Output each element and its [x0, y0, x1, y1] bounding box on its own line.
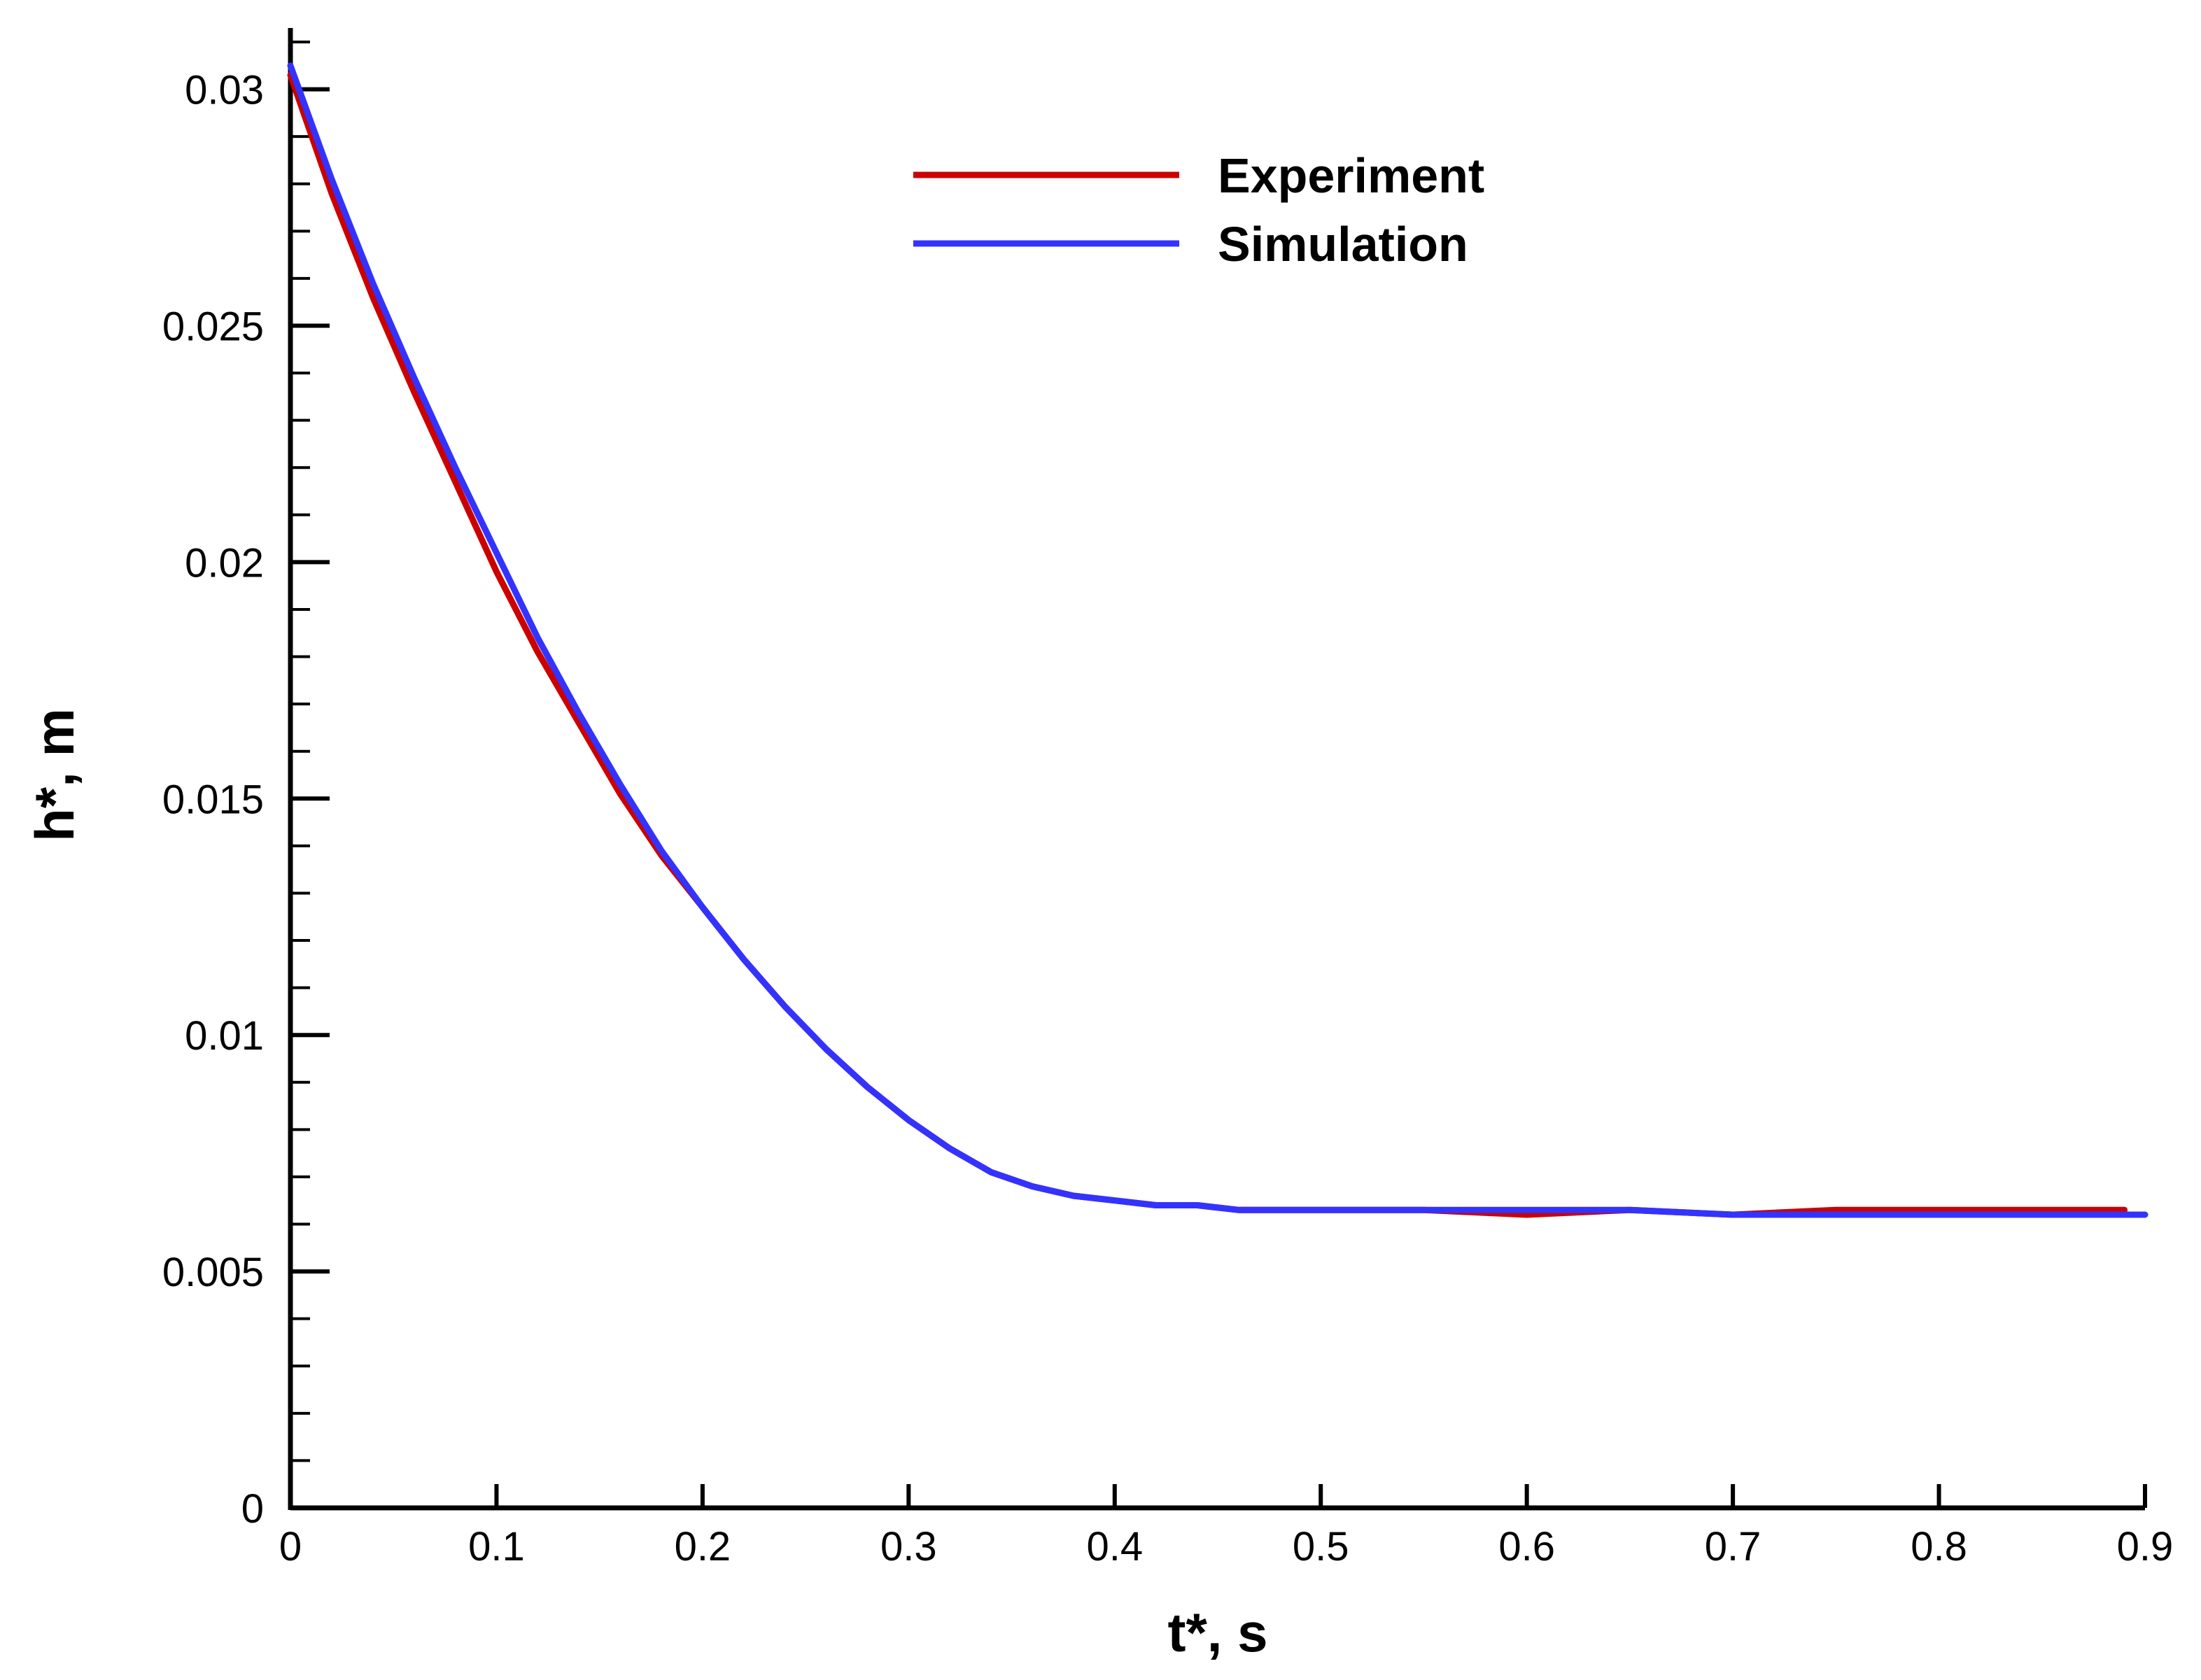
x-tick-label: 0.3 — [880, 1524, 937, 1569]
x-tick-label: 0.5 — [1293, 1524, 1349, 1569]
y-tick-label: 0.01 — [185, 1013, 264, 1059]
y-tick-label: 0.005 — [162, 1250, 264, 1295]
legend-label-experiment: Experiment — [1218, 148, 1484, 203]
y-tick-label: 0 — [241, 1486, 264, 1532]
legend-label-simulation: Simulation — [1218, 217, 1468, 271]
y-tick-label: 0.025 — [162, 304, 264, 349]
x-tick-label: 0.2 — [675, 1524, 731, 1569]
y-tick-label: 0.03 — [185, 68, 264, 113]
series-line-experiment — [287, 71, 2128, 1218]
y-axis-title: h*, m — [24, 708, 85, 842]
x-tick-label: 0.6 — [1498, 1524, 1555, 1569]
x-tick-label: 0.8 — [1911, 1524, 1967, 1569]
legend: Experiment Simulation — [913, 148, 1484, 271]
y-tick-label: 0.02 — [185, 540, 264, 586]
x-tick-label: 0.1 — [468, 1524, 525, 1569]
x-tick-label: 0.4 — [1086, 1524, 1143, 1569]
series-line-simulation — [287, 62, 2149, 1218]
x-tick-label: 0.7 — [1705, 1524, 1761, 1569]
x-tick-label: 0 — [279, 1524, 302, 1569]
y-tick-label: 0.015 — [162, 777, 264, 822]
axes-group: 0 0.1 0.2 0.3 0.4 0.5 0.6 0.7 0.8 0.9 0 0.005 0.01 0.… — [24, 28, 2173, 1663]
series-group — [287, 62, 2149, 1218]
x-axis-title: t*, s — [1167, 1602, 1267, 1663]
x-tick-label: 0.9 — [2117, 1524, 2174, 1569]
